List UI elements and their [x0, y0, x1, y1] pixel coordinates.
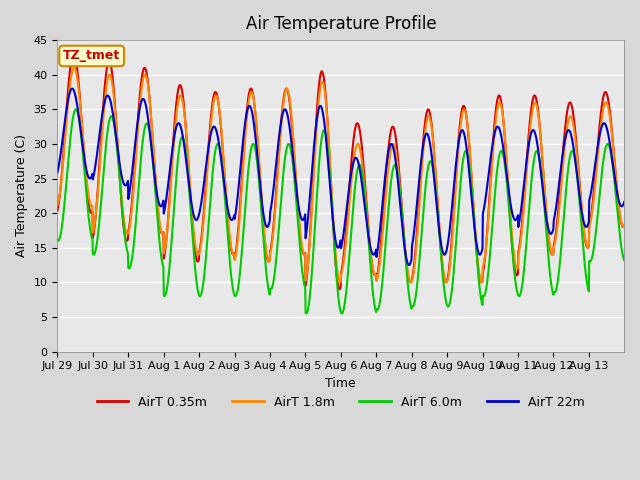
AirT 22m	[143, 105, 150, 111]
AirT 0.35m	[336, 287, 344, 292]
Text: TZ_tmet: TZ_tmet	[63, 49, 120, 62]
AirT 1.8m	[559, 171, 566, 177]
AirT 22m	[316, 104, 323, 109]
Title: Air Temperature Profile: Air Temperature Profile	[246, 15, 436, 33]
AirT 6.0m	[316, 150, 324, 156]
AirT 6.0m	[54, 238, 61, 243]
AirT 22m	[620, 199, 628, 205]
AirT 22m	[405, 262, 413, 268]
AirT 1.8m	[70, 65, 78, 71]
AirT 6.0m	[476, 281, 483, 287]
AirT 1.8m	[614, 192, 621, 198]
AirT 0.35m	[70, 51, 77, 57]
AirT 1.8m	[476, 270, 483, 276]
AirT 0.35m	[476, 273, 483, 278]
AirT 0.35m	[316, 77, 323, 83]
AirT 1.8m	[54, 202, 61, 208]
Line: AirT 6.0m: AirT 6.0m	[58, 109, 624, 313]
AirT 1.8m	[143, 74, 150, 80]
Legend: AirT 0.35m, AirT 1.8m, AirT 6.0m, AirT 22m: AirT 0.35m, AirT 1.8m, AirT 6.0m, AirT 2…	[92, 391, 589, 414]
X-axis label: Time: Time	[326, 377, 356, 390]
AirT 1.8m	[620, 224, 628, 229]
AirT 22m	[326, 188, 334, 193]
AirT 22m	[559, 154, 566, 160]
Y-axis label: Air Temperature (C): Air Temperature (C)	[15, 134, 28, 257]
AirT 22m	[54, 169, 61, 175]
Line: AirT 22m: AirT 22m	[58, 88, 624, 265]
AirT 22m	[68, 85, 76, 91]
AirT 22m	[614, 193, 621, 199]
AirT 0.35m	[559, 158, 566, 164]
AirT 0.35m	[326, 170, 334, 176]
AirT 0.35m	[614, 194, 621, 200]
AirT 0.35m	[143, 69, 150, 75]
AirT 6.0m	[303, 311, 310, 316]
AirT 6.0m	[620, 258, 628, 264]
AirT 22m	[476, 251, 483, 257]
AirT 1.8m	[407, 279, 415, 285]
AirT 6.0m	[327, 184, 335, 190]
AirT 6.0m	[614, 211, 621, 217]
AirT 1.8m	[316, 90, 323, 96]
AirT 6.0m	[143, 120, 150, 126]
Line: AirT 1.8m: AirT 1.8m	[58, 68, 624, 282]
AirT 1.8m	[326, 165, 334, 170]
AirT 0.35m	[620, 223, 628, 228]
AirT 6.0m	[72, 107, 80, 112]
Line: AirT 0.35m: AirT 0.35m	[58, 54, 624, 289]
AirT 0.35m	[54, 207, 61, 213]
AirT 6.0m	[559, 233, 566, 239]
